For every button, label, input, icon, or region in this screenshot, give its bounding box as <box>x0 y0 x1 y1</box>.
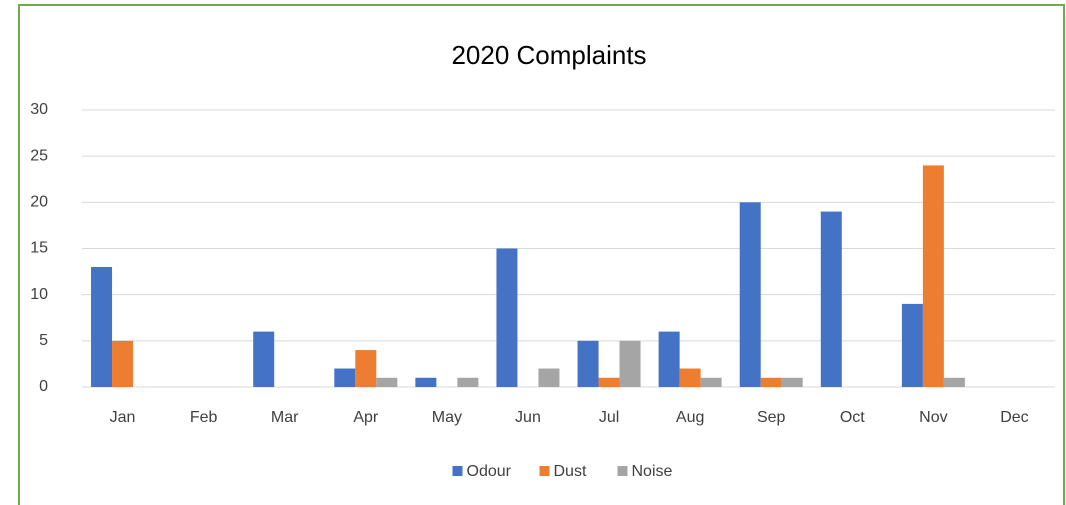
chart-frame <box>18 4 1065 505</box>
bar <box>112 340 134 387</box>
legend-label: Dust <box>554 463 587 480</box>
x-tick-label: Oct <box>840 409 865 426</box>
legend-label: Odour <box>467 463 512 480</box>
legend-label: Noise <box>632 463 673 480</box>
bar <box>943 377 965 387</box>
bar <box>820 211 842 387</box>
bar <box>496 248 518 387</box>
x-tick-label: Jul <box>599 409 619 426</box>
bar <box>922 165 944 387</box>
bar <box>619 340 641 387</box>
bar <box>739 202 761 387</box>
bar <box>577 340 599 387</box>
bar <box>781 377 803 387</box>
x-tick-label: Dec <box>1000 409 1028 426</box>
bar <box>91 266 113 387</box>
bar <box>760 377 782 387</box>
x-tick-label: Feb <box>190 409 218 426</box>
x-tick-label: May <box>432 409 462 426</box>
y-tick-label: 5 <box>39 332 48 349</box>
legend-swatch <box>539 466 550 476</box>
bar <box>334 368 356 387</box>
x-tick-label: Jan <box>110 409 136 426</box>
bar <box>598 377 620 387</box>
bar <box>355 350 377 387</box>
bar <box>376 377 398 387</box>
bar <box>679 368 701 387</box>
y-tick-label: 25 <box>30 147 48 164</box>
bar <box>658 331 680 387</box>
chart-title: 2020 Complaints <box>451 40 646 70</box>
x-tick-label: Nov <box>919 409 947 426</box>
x-tick-label: Sep <box>757 409 786 426</box>
y-tick-label: 15 <box>30 240 48 257</box>
bar <box>901 303 923 387</box>
x-tick-label: Apr <box>353 409 379 426</box>
y-tick-label: 20 <box>30 194 48 211</box>
y-tick-label: 30 <box>30 101 48 118</box>
legend-swatch <box>617 466 628 476</box>
bar <box>253 331 275 387</box>
x-tick-label: Mar <box>271 409 299 426</box>
bar <box>700 377 722 387</box>
y-tick-label: 0 <box>39 378 48 395</box>
bar <box>457 377 479 387</box>
bar <box>415 377 437 387</box>
y-tick-label: 10 <box>30 286 48 303</box>
x-tick-label: Aug <box>676 409 704 426</box>
legend-swatch <box>452 466 463 476</box>
x-tick-label: Jun <box>515 409 541 426</box>
bar <box>538 368 560 387</box>
